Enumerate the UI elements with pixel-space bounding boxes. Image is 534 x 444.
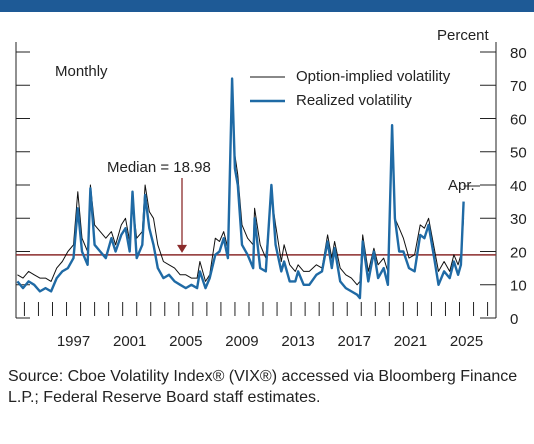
y-tick-label: 50 — [510, 145, 527, 162]
y-tick-label: 30 — [510, 211, 527, 228]
median-arrowhead — [177, 244, 187, 253]
x-tick-label: 2017 — [338, 333, 371, 350]
y-tick-label: 80 — [510, 45, 527, 62]
series-line — [16, 77, 465, 300]
header-bar — [0, 0, 534, 12]
x-tick-label: 2001 — [113, 333, 146, 350]
y-tick-label: 0 — [510, 311, 518, 328]
x-tick-label: 2005 — [169, 333, 202, 350]
median-label: Median = 18.98 — [107, 159, 211, 176]
y-tick-label: 40 — [510, 178, 527, 195]
y-tick-label: 70 — [510, 78, 527, 95]
source-note: Source: Cboe Volatility Index® (VIX®) ac… — [8, 368, 518, 406]
y-axis-label: Percent — [437, 27, 490, 44]
end-label: Apr. — [448, 177, 475, 194]
legend-label: Option-implied volatility — [296, 68, 451, 85]
x-tick-label: 2025 — [450, 333, 483, 350]
x-tick-label: 2009 — [225, 333, 258, 350]
x-tick-label: 2021 — [394, 333, 427, 350]
x-tick-label: 2013 — [281, 333, 314, 350]
chart: Percent Monthly 0 10 20 30 40 50 60 70 80 1997 200… — [0, 0, 534, 350]
x-tick-label: 1997 — [57, 333, 90, 350]
y-tick-label: 20 — [510, 244, 527, 261]
y-tick-label: 60 — [510, 111, 527, 128]
y-tick-label: 10 — [510, 278, 527, 295]
legend-label: Realized volatility — [296, 92, 412, 109]
frequency-label: Monthly — [55, 63, 108, 80]
